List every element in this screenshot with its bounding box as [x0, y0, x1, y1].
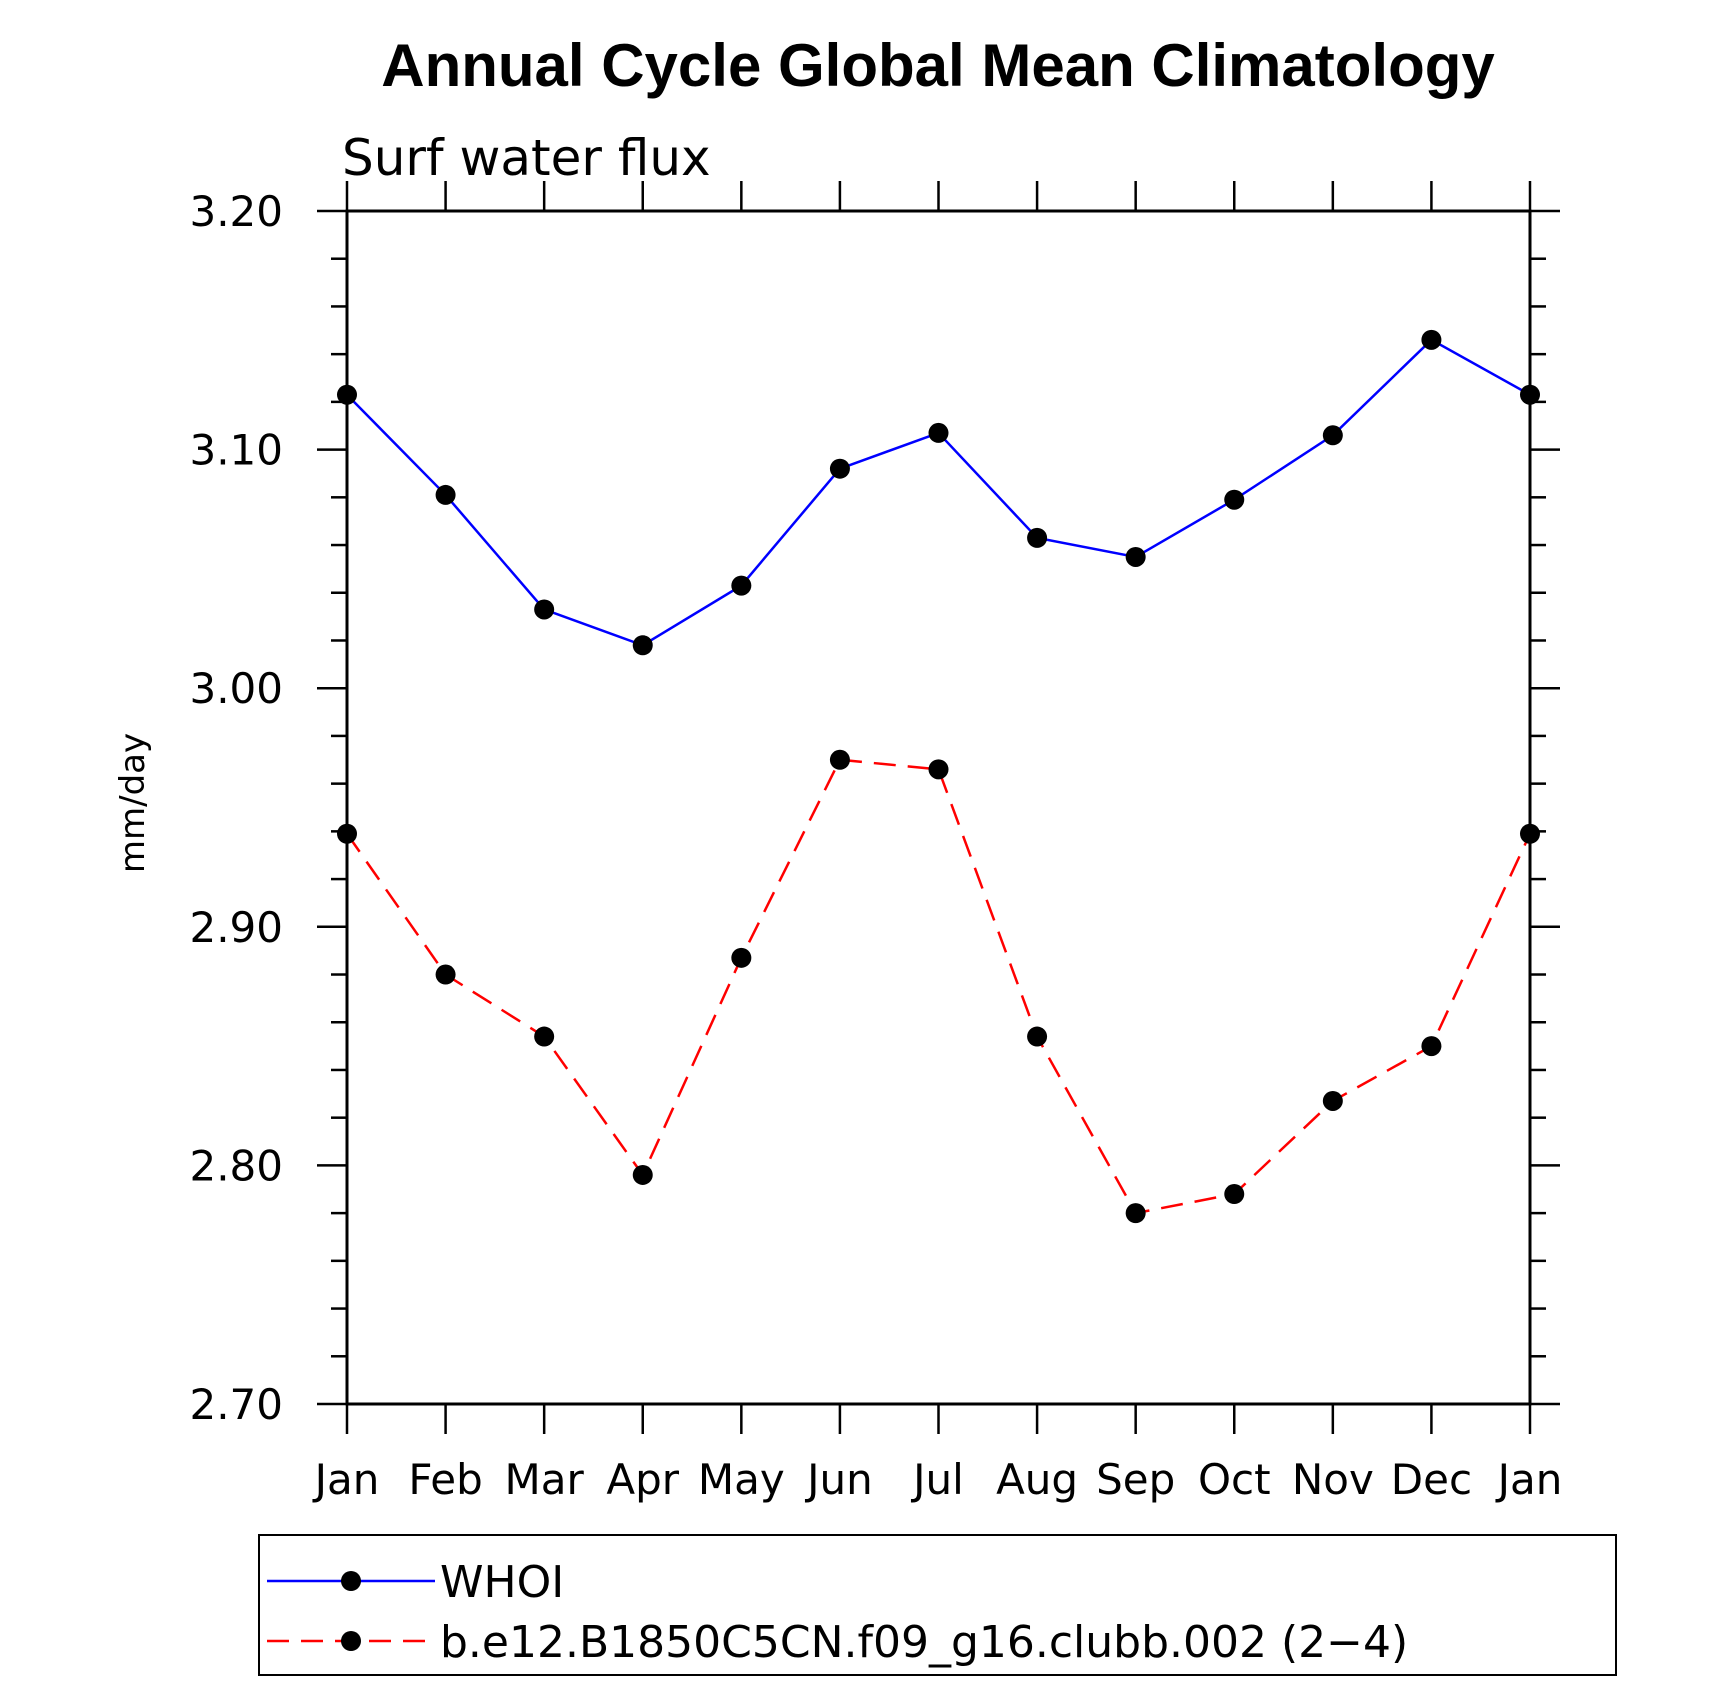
chart-title: Annual Cycle Global Mean Climatology: [381, 32, 1495, 99]
y-tick-label: 2.90: [189, 903, 283, 952]
x-tick-label: Mar: [505, 1455, 585, 1504]
chart-subtitle: Surf water flux: [342, 129, 711, 187]
x-tick-label: Jun: [804, 1455, 873, 1504]
x-tick-label: Jan: [1495, 1455, 1563, 1504]
data-point-0: [1421, 329, 1442, 350]
data-point-1: [337, 823, 357, 844]
legend: WHOI b.e12.B1850C5CN.f09_g16.clubb.002 (2…: [258, 1534, 1617, 1676]
series-line-0: [346, 338, 1531, 647]
x-tick-labels: Jan Feb Mar Apr May Jun Jul Aug Sep Oct Nov Dec Jan: [312, 1455, 1563, 1504]
x-tick-label: Oct: [1198, 1455, 1271, 1504]
data-point-1: [1125, 1203, 1146, 1224]
x-tick-label: Dec: [1391, 1455, 1472, 1504]
x-tick-label: Nov: [1292, 1455, 1374, 1504]
data-point-0: [829, 458, 850, 479]
x-tick-label: May: [698, 1455, 785, 1504]
series-layer: [337, 329, 1540, 1224]
data-point-1: [435, 964, 456, 985]
legend-marker-1: [341, 1631, 361, 1651]
data-point-1: [534, 1026, 555, 1047]
legend-label-0: WHOI: [440, 1557, 564, 1608]
data-point-0: [1520, 384, 1540, 405]
data-point-0: [928, 422, 949, 443]
data-point-0: [731, 575, 752, 596]
y-tick-label: 3.10: [189, 426, 283, 475]
data-point-0: [435, 484, 456, 505]
data-point-0: [1224, 489, 1245, 510]
y-tick-label: 3.20: [189, 187, 283, 236]
data-point-0: [1027, 527, 1048, 548]
data-point-0: [1125, 546, 1146, 567]
data-point-1: [1322, 1090, 1343, 1111]
y-tick-label: 2.70: [189, 1380, 283, 1429]
y-axis-label: mm/day: [113, 733, 153, 873]
legend-box: [258, 1534, 1617, 1676]
data-point-1: [829, 749, 850, 770]
data-point-1: [1027, 1026, 1048, 1047]
x-tick-label: Sep: [1096, 1455, 1175, 1504]
data-point-1: [928, 759, 949, 780]
data-point-0: [534, 599, 555, 620]
data-point-0: [1322, 425, 1343, 446]
data-point-1: [632, 1164, 653, 1185]
legend-marker-0: [341, 1571, 361, 1591]
x-tick-label: Jul: [910, 1455, 964, 1504]
y-tick-label: 2.80: [189, 1141, 283, 1190]
x-tick-label: Jan: [312, 1455, 380, 1504]
data-point-1: [1421, 1036, 1442, 1057]
data-point-0: [337, 384, 357, 405]
data-point-1: [1224, 1184, 1245, 1205]
y-tick-label: 3.00: [189, 664, 283, 713]
x-tick-label: Apr: [606, 1455, 679, 1504]
series-line-1: [345, 758, 1532, 1215]
x-tick-label: Aug: [996, 1455, 1078, 1504]
data-point-0: [632, 635, 653, 656]
plot-frame: [345, 209, 1532, 1406]
x-tick-label: Feb: [408, 1455, 482, 1504]
data-point-1: [731, 947, 752, 968]
data-point-1: [1520, 823, 1540, 844]
legend-label-1: b.e12.B1850C5CN.f09_g16.clubb.002 (2−4): [440, 1617, 1408, 1668]
y-tick-labels: 2.70 2.80 2.90 3.00 3.10 3.20: [189, 187, 283, 1429]
plot-axes: [317, 181, 1560, 1434]
